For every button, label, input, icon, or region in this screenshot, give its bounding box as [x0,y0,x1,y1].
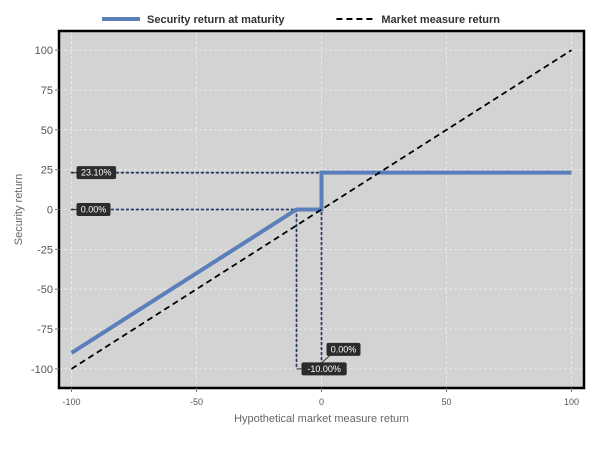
y-tick-label-8: -100 [31,364,53,376]
y-axis-title: Security return [13,174,25,246]
y-tick-label-2: 50 [41,125,53,137]
x-tick-label-2: 0 [319,397,324,407]
y-tick-label-6: -50 [37,284,53,296]
annotation-label-3: 0.00% [331,344,357,354]
y-tick-label-5: -25 [37,244,53,256]
annotation-box-3 [326,342,361,356]
annotation-box-1 [76,203,111,216]
annotation-connector-3 [321,355,330,364]
x-tick-label-0: -100 [62,397,80,407]
legend-label-market-measure-return: Market measure return [381,14,500,26]
y-tick-label-1: 75 [41,85,53,97]
annotation-label-1: 0.00% [81,205,107,215]
x-tick-label-1: -50 [190,397,203,407]
y-tick-label-4: 0 [47,205,53,217]
annotation-box-0 [76,166,117,180]
series-line-security-return [70,170,572,355]
x-axis-title: Hypothetical market measure return [234,413,409,425]
annotation-box-2 [301,362,347,376]
annotation-label-2: -10.00% [307,364,341,374]
x-tick-label-3: 50 [441,397,451,407]
series-line-market-measure-return [71,49,572,370]
y-tick-label-0: 100 [35,45,53,57]
legend-label-security-return: Security return at maturity [147,14,285,26]
annotation-label-0: 23.10% [81,168,112,178]
y-tick-label-7: -75 [37,324,53,336]
y-tick-label-3: 25 [41,165,53,177]
x-tick-label-4: 100 [564,397,579,407]
